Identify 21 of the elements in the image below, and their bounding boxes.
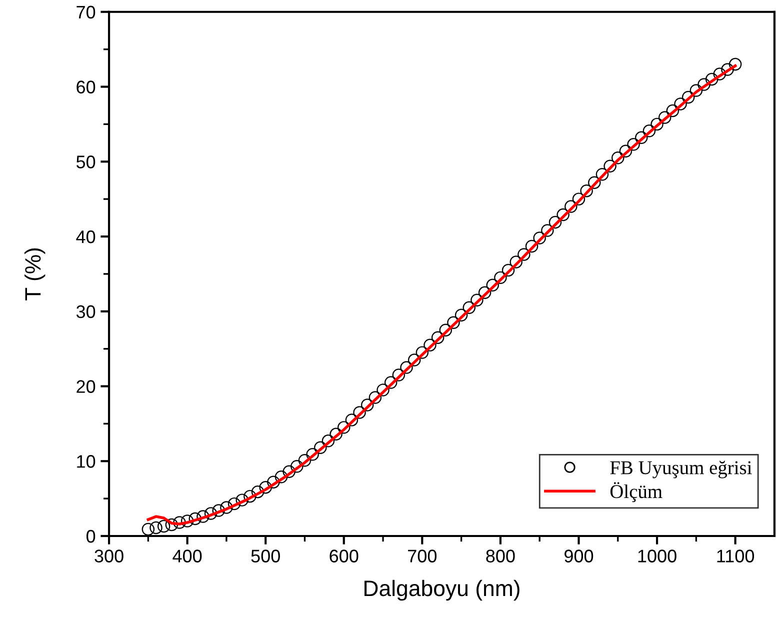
legend-label: Ölçüm [610,482,662,502]
y-axis-title: T (%) [24,248,46,300]
x-tick-label: 700 [408,550,437,562]
legend-label: FB Uyuşum eğrisi [610,460,752,478]
x-axis-title: Dalgaboyu (nm) [364,580,520,601]
y-tick-label: 40 [76,230,96,244]
x-tick-label: 500 [251,550,280,562]
y-tick-label: 70 [76,6,96,19]
y-tick-label: 0 [86,530,96,543]
y-tick-label: 30 [76,305,96,318]
y-tick-label: 20 [76,380,96,393]
y-tick-label: 50 [76,156,96,168]
x-tick-label: 1100 [717,550,754,562]
x-tick-label: 800 [486,550,515,562]
y-tick-label: 10 [77,455,96,468]
x-tick-label: 300 [94,550,124,562]
y-tick-label: 60 [76,80,96,94]
x-tick-label: 1000 [638,550,676,562]
x-tick-label: 400 [172,550,202,562]
x-tick-label: 600 [330,550,358,562]
x-tick-label: 900 [564,550,594,562]
